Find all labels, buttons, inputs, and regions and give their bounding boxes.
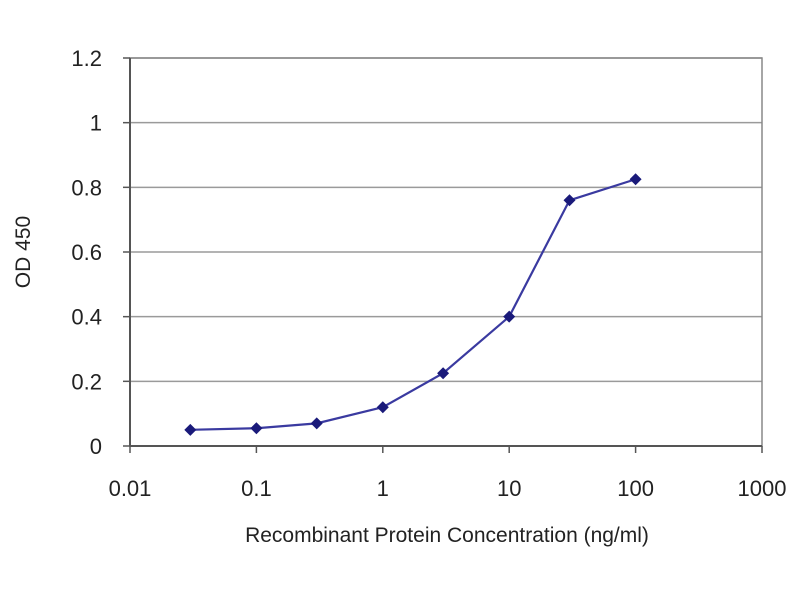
series-line — [190, 178, 636, 431]
x-axis-label: Recombinant Protein Concentration (ng/ml… — [245, 524, 649, 547]
y-tick-label: 0.8 — [71, 175, 102, 200]
y-tick-label: 0 — [90, 434, 102, 459]
data-point-marker — [629, 173, 642, 186]
data-point-marker — [250, 422, 263, 435]
x-tick-label: 1000 — [738, 476, 787, 501]
x-tick-label: 10 — [497, 476, 521, 501]
data-point-marker — [437, 367, 450, 380]
y-axis-label: OD 450 — [12, 216, 35, 288]
data-point-marker — [310, 417, 323, 430]
y-tick-label: 0.6 — [71, 240, 102, 265]
x-tick-label: 1 — [377, 476, 389, 501]
y-tick-label: 1.2 — [71, 46, 102, 71]
data-point-marker — [376, 401, 389, 414]
y-tick-label: 0.4 — [71, 305, 102, 330]
y-tick-label: 0.2 — [71, 369, 102, 394]
x-axis-ticks: 0.01 0.1 1 10 100 1000 — [109, 445, 787, 501]
data-point-marker — [503, 310, 516, 323]
x-tick-label: 0.01 — [109, 476, 152, 501]
series-line-group — [184, 173, 642, 436]
y-tick-label: 1 — [90, 111, 102, 136]
x-tick-label: 100 — [617, 476, 654, 501]
x-tick-label: 0.1 — [241, 476, 272, 501]
y-axis-ticks: 0 0.2 0.4 0.6 0.8 1 1.2 — [71, 46, 131, 459]
data-point-marker — [184, 423, 197, 436]
data-point-marker — [563, 194, 576, 207]
gridlines — [130, 57, 762, 383]
